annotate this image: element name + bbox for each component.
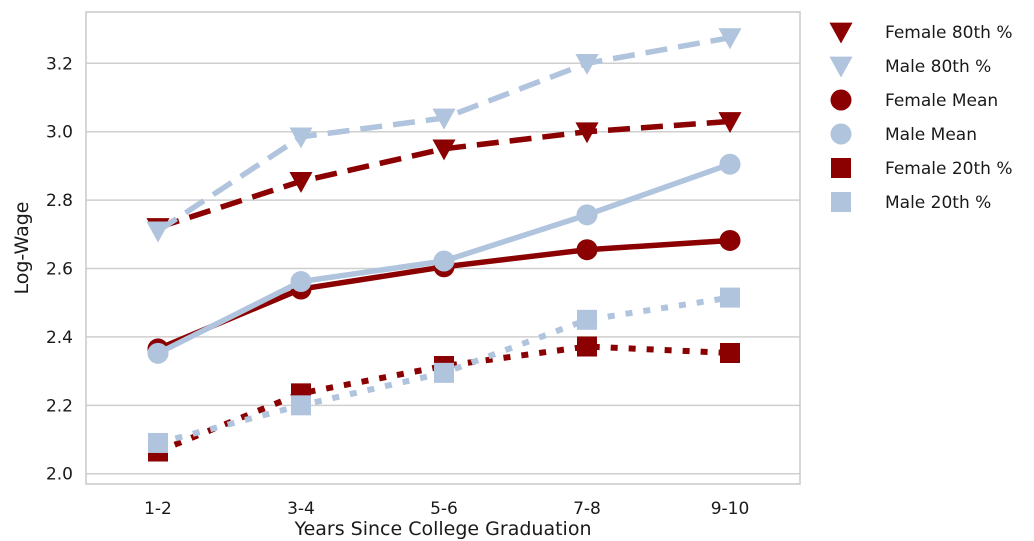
data-point (718, 28, 742, 50)
data-point (720, 287, 740, 308)
y-tick-label: 3.2 (46, 54, 73, 74)
legend-marker (831, 192, 851, 212)
data-point (577, 309, 597, 330)
data-point (146, 221, 170, 243)
legend-marker (831, 158, 851, 178)
data-point (432, 108, 456, 130)
x-tick-label: 3-4 (287, 499, 315, 519)
x-tick-label: 1-2 (144, 499, 172, 519)
legend-label: Male 80th % (885, 57, 991, 77)
data-point (576, 204, 598, 226)
y-tick-label: 2.0 (46, 465, 73, 485)
series-male-mean (147, 153, 741, 364)
x-tick-label: 9-10 (711, 499, 750, 519)
data-point (147, 342, 169, 364)
data-point (719, 229, 741, 251)
data-point (289, 127, 313, 149)
data-point (290, 271, 312, 293)
data-point (718, 112, 742, 133)
series-male-20th- (148, 287, 740, 453)
legend-marker (829, 56, 853, 78)
data-point (434, 362, 454, 383)
data-point (576, 239, 598, 261)
legend: Female 80th % Male 80th % Female Mean Male … (829, 22, 1013, 213)
legend-label: Female 80th % (885, 23, 1013, 43)
legend-marker (829, 22, 853, 44)
data-point (719, 153, 741, 175)
series-male-80th- (146, 28, 742, 243)
x-axis: 1-2 3-4 5-6 7-8 9-10 (144, 499, 749, 519)
series-line (156, 343, 731, 455)
legend-label: Female Mean (885, 91, 998, 111)
y-tick-label: 2.6 (46, 260, 73, 280)
series-line (156, 34, 731, 234)
data-point (433, 250, 455, 272)
legend-label: Female 20th % (885, 159, 1013, 179)
y-tick-label: 3.0 (46, 123, 73, 143)
series-layer (146, 28, 742, 462)
plot-frame (85, 11, 801, 485)
series-female-20th- (148, 336, 740, 462)
data-point (720, 343, 740, 364)
data-point (575, 53, 599, 75)
y-axis-title: Log-Wage (11, 202, 33, 295)
data-point (432, 139, 456, 161)
x-tick-label: 7-8 (573, 499, 601, 519)
legend-marker (830, 123, 852, 145)
series-line (157, 118, 731, 231)
legend-marker (830, 89, 852, 111)
y-tick-label: 2.2 (46, 396, 73, 416)
x-axis-title: Years Since College Graduation (294, 518, 592, 540)
gridlines (86, 62, 800, 475)
y-tick-label: 2.4 (46, 328, 73, 348)
series-female-mean (147, 229, 741, 360)
y-tick-label: 2.8 (46, 191, 73, 211)
data-point (289, 171, 313, 193)
y-axis: 2.0 2.2 2.4 2.6 2.8 3.0 3.2 (46, 54, 73, 484)
series-female-80th- (146, 112, 742, 240)
data-point (291, 395, 311, 416)
x-tick-label: 5-6 (430, 499, 458, 519)
data-point (577, 336, 597, 357)
data-point (148, 432, 168, 453)
legend-label: Male Mean (885, 125, 977, 145)
data-point (575, 122, 599, 144)
legend-label: Male 20th % (885, 193, 991, 213)
